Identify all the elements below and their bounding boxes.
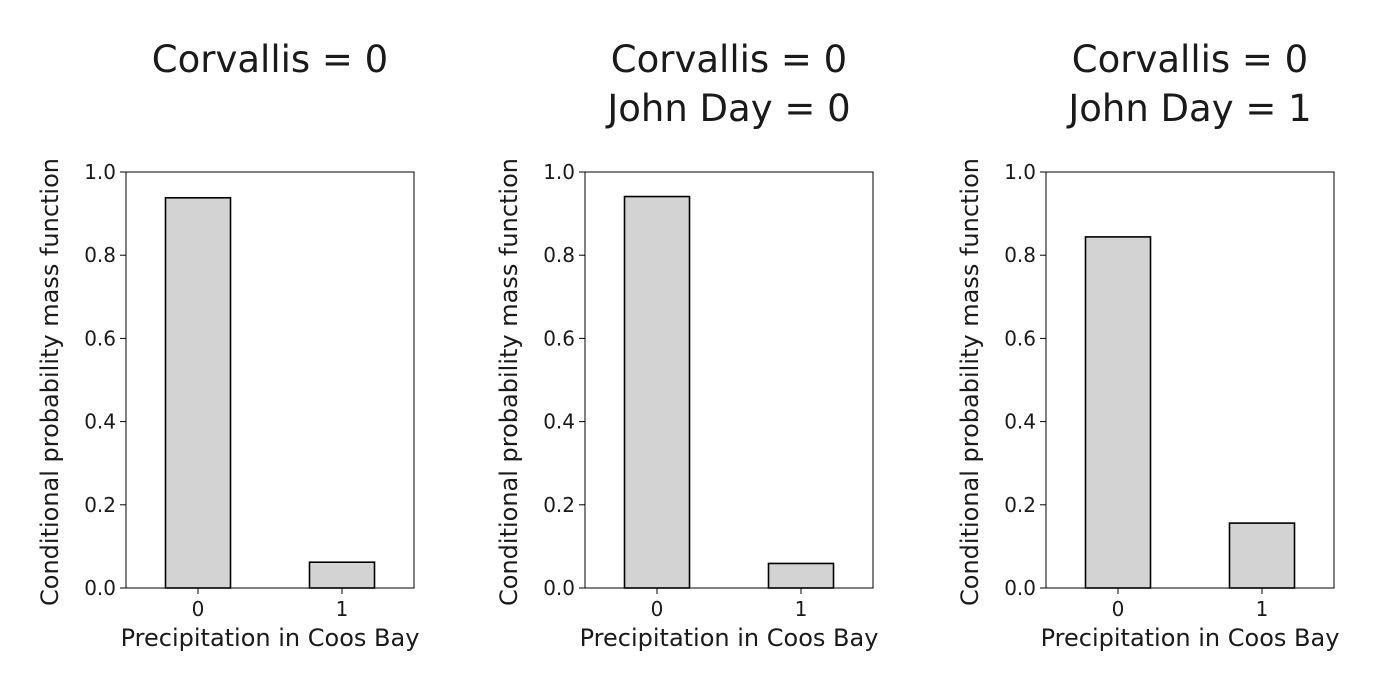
y-tick-label: 0.0 — [1004, 576, 1036, 600]
chart-title-line: John Day = 1 — [1066, 87, 1311, 130]
x-tick-label: 0 — [1112, 597, 1125, 621]
chart-panel-2: Corvallis = 0 John Day = 0 0.0 0.2 0.4 0.6 0.8… — [495, 38, 878, 652]
y-tick-label: 0.6 — [543, 326, 575, 350]
x-axis-label: Precipitation in Coos Bay — [121, 624, 420, 652]
plot-frame — [1045, 171, 1335, 589]
y-tick-label: 1.0 — [1004, 160, 1036, 184]
chart-title-line: Corvallis = 0 — [611, 38, 847, 81]
y-axis-label: Conditional probability mass function — [956, 158, 984, 606]
chart-title-line: Corvallis = 0 — [1072, 38, 1308, 81]
y-tick-label: 0.6 — [1004, 326, 1036, 350]
x-tick-label: 1 — [795, 597, 808, 621]
y-axis-label: Conditional probability mass function — [495, 158, 523, 606]
y-tick-label: 1.0 — [84, 160, 116, 184]
bar-1 — [308, 561, 376, 589]
chart-title-line: Corvallis = 0 — [152, 38, 388, 81]
y-tick-label: 0.2 — [1004, 493, 1036, 517]
bar-0 — [623, 195, 691, 589]
chart-title-line: John Day = 0 — [605, 87, 850, 130]
x-tick-label: 1 — [1256, 597, 1269, 621]
plot-frame — [584, 171, 874, 589]
y-tick-label: 0.8 — [1004, 243, 1036, 267]
bar-0 — [164, 196, 232, 589]
bar-1 — [1228, 522, 1296, 589]
y-tick-label: 0.2 — [84, 493, 116, 517]
y-tick-label: 0.8 — [84, 243, 116, 267]
plot-frame — [125, 171, 415, 589]
x-axis-label: Precipitation in Coos Bay — [1041, 624, 1340, 652]
chart-panel-3: Corvallis = 0 John Day = 1 0.0 0.2 0.4 0.6 0.8… — [956, 38, 1339, 652]
y-tick-label: 0.4 — [1004, 410, 1036, 434]
bar-1 — [767, 562, 835, 589]
chart-panel-1: Corvallis = 0 0.0 0.2 0.4 0.6 0.8 1.0 0 1 Precipi… — [36, 38, 419, 652]
y-tick-label: 0.0 — [543, 576, 575, 600]
y-tick-label: 0.4 — [543, 410, 575, 434]
y-tick-label: 0.4 — [84, 410, 116, 434]
x-tick-label: 0 — [651, 597, 664, 621]
bar-0 — [1084, 236, 1152, 589]
y-tick-label: 1.0 — [543, 160, 575, 184]
x-axis-label: Precipitation in Coos Bay — [580, 624, 879, 652]
y-tick-label: 0.0 — [84, 576, 116, 600]
y-tick-label: 0.8 — [543, 243, 575, 267]
x-tick-label: 0 — [192, 597, 205, 621]
y-tick-label: 0.6 — [84, 326, 116, 350]
x-tick-label: 1 — [336, 597, 349, 621]
y-axis-label: Conditional probability mass function — [36, 158, 64, 606]
y-tick-label: 0.2 — [543, 493, 575, 517]
